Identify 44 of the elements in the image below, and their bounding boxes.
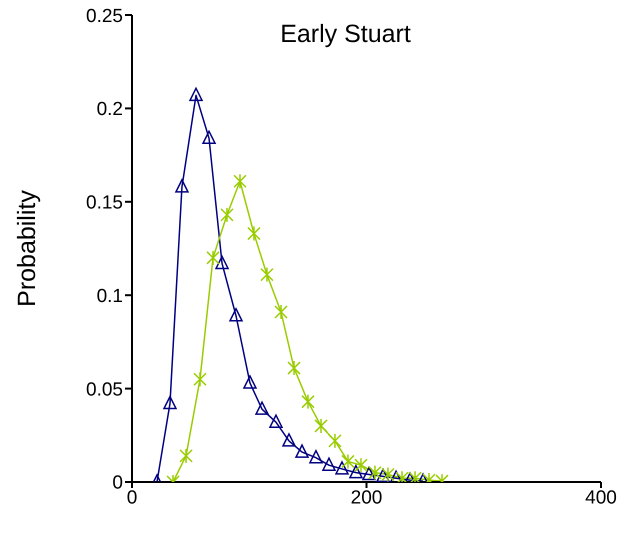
point bbox=[206, 250, 220, 266]
point bbox=[354, 457, 368, 473]
point bbox=[163, 396, 177, 410]
point bbox=[287, 360, 301, 376]
point bbox=[189, 88, 203, 102]
point bbox=[215, 256, 229, 270]
y-axis-title: Probability bbox=[12, 190, 41, 307]
point bbox=[368, 464, 382, 480]
point bbox=[255, 401, 269, 415]
point bbox=[301, 394, 315, 410]
chart-title: Early Stuart bbox=[279, 20, 412, 49]
point bbox=[274, 304, 288, 320]
point bbox=[233, 174, 247, 189]
point bbox=[295, 444, 309, 458]
point bbox=[282, 433, 296, 447]
y-tick-label: 0.15 bbox=[86, 192, 123, 214]
point bbox=[269, 414, 283, 428]
point bbox=[247, 226, 261, 242]
y-tick-label: 0 bbox=[112, 472, 123, 494]
point bbox=[376, 468, 390, 482]
point bbox=[314, 418, 328, 434]
x-tick-label: 0 bbox=[126, 487, 138, 508]
point bbox=[341, 454, 355, 470]
y-tick-label: 0.05 bbox=[86, 379, 123, 400]
point bbox=[328, 433, 342, 449]
y-tick-label: 0.1 bbox=[96, 286, 123, 307]
y-tick-label: 0.25 bbox=[86, 6, 123, 27]
point bbox=[362, 466, 376, 480]
point bbox=[322, 457, 336, 471]
point bbox=[229, 308, 243, 322]
y-tick-label: 0.2 bbox=[96, 99, 123, 120]
point bbox=[243, 375, 257, 389]
point bbox=[179, 448, 193, 464]
point bbox=[193, 372, 207, 388]
point bbox=[309, 450, 323, 464]
point bbox=[381, 466, 395, 482]
point bbox=[220, 207, 234, 223]
x-tick-label: 400 bbox=[585, 487, 617, 508]
point bbox=[202, 130, 216, 144]
x-tick-label: 200 bbox=[350, 487, 382, 508]
point bbox=[175, 179, 189, 193]
point bbox=[349, 464, 363, 478]
point bbox=[260, 266, 274, 282]
point bbox=[335, 461, 349, 475]
